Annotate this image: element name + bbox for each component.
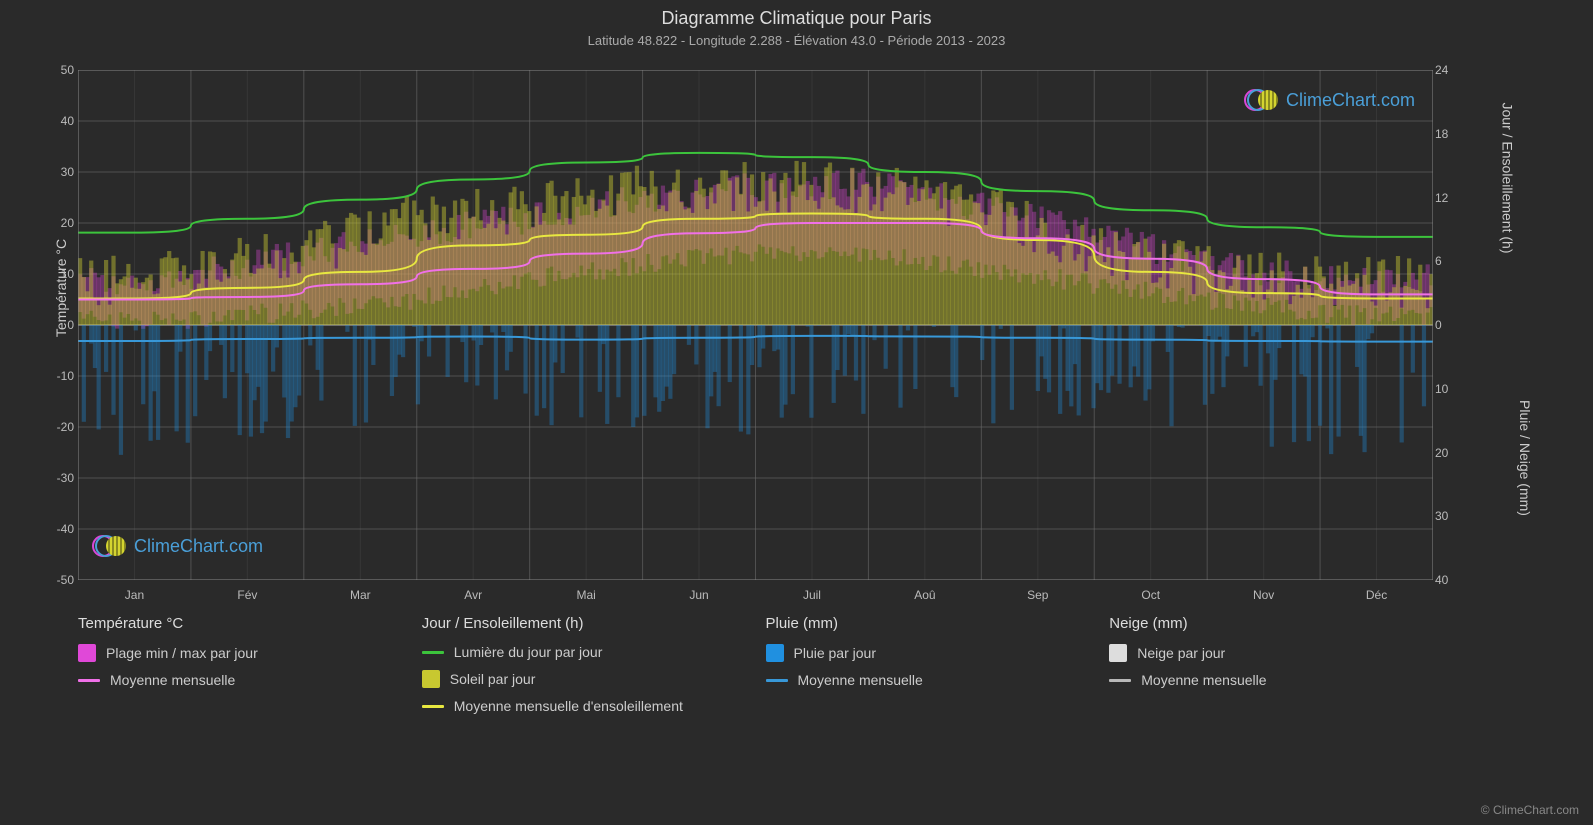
x-tick: Juil — [803, 588, 821, 602]
legend-group: Neige (mm) Neige par jour Moyenne mensuell… — [1109, 615, 1433, 724]
legend-item: Moyenne mensuelle — [78, 672, 402, 688]
legend-line-swatch — [422, 651, 444, 654]
legend-label: Moyenne mensuelle — [1141, 672, 1266, 688]
logo-icon — [92, 532, 128, 560]
x-tick: Sep — [1027, 588, 1048, 602]
y-axis-right-bottom-label: Pluie / Neige (mm) — [1517, 400, 1533, 516]
x-tick: Déc — [1366, 588, 1387, 602]
y-right-tick: 24 — [1435, 63, 1455, 77]
y-right-tick: 6 — [1435, 254, 1455, 268]
legend-item: Moyenne mensuelle — [1109, 672, 1433, 688]
legend-label: Plage min / max par jour — [106, 645, 258, 661]
legend-label: Moyenne mensuelle — [110, 672, 235, 688]
y-right-tick: 20 — [1435, 446, 1455, 460]
x-tick: Nov — [1253, 588, 1274, 602]
y-axis-right-top-label: Jour / Ensoleillement (h) — [1500, 103, 1516, 254]
y-left-tick: 30 — [48, 165, 74, 179]
x-tick: Jun — [689, 588, 708, 602]
legend-swatch — [766, 644, 784, 662]
legend-label: Neige par jour — [1137, 645, 1225, 661]
y-right-tick: 0 — [1435, 318, 1455, 332]
legend-header: Jour / Ensoleillement (h) — [422, 615, 746, 632]
y-right-tick: 30 — [1435, 509, 1455, 523]
legend-header: Température °C — [78, 615, 402, 632]
legend-item: Soleil par jour — [422, 670, 746, 688]
legend-label: Moyenne mensuelle d'ensoleillement — [454, 698, 683, 714]
x-tick: Jan — [125, 588, 144, 602]
y-left-tick: -50 — [48, 573, 74, 587]
legend-item: Pluie par jour — [766, 644, 1090, 662]
legend-item: Plage min / max par jour — [78, 644, 402, 662]
y-left-tick: 40 — [48, 114, 74, 128]
y-left-tick: 0 — [48, 318, 74, 332]
y-left-tick: -10 — [48, 369, 74, 383]
legend-item: Lumière du jour par jour — [422, 644, 746, 660]
legend-item: Moyenne mensuelle — [766, 672, 1090, 688]
y-right-tick: 12 — [1435, 191, 1455, 205]
chart-plot-area: JanFévMarAvrMaiJunJuilAoûSepOctNovDéc — [78, 70, 1433, 580]
legend-header: Neige (mm) — [1109, 615, 1433, 632]
x-tick: Avr — [464, 588, 482, 602]
x-tick: Mar — [350, 588, 371, 602]
x-tick: Mai — [576, 588, 595, 602]
logo-icon — [1244, 86, 1280, 114]
legend-group: Jour / Ensoleillement (h) Lumière du jour… — [422, 615, 746, 724]
y-left-tick: -20 — [48, 420, 74, 434]
y-left-tick: -40 — [48, 522, 74, 536]
legend-group: Pluie (mm) Pluie par jour Moyenne mensuell… — [766, 615, 1090, 724]
chart-subtitle: Latitude 48.822 - Longitude 2.288 - Élév… — [0, 29, 1593, 48]
logo-text: ClimeChart.com — [134, 536, 263, 557]
legend-swatch — [1109, 644, 1127, 662]
x-tick: Fév — [237, 588, 257, 602]
y-right-tick: 18 — [1435, 127, 1455, 141]
chart-title: Diagramme Climatique pour Paris — [0, 0, 1593, 29]
chart-svg — [78, 70, 1433, 580]
legend-label: Soleil par jour — [450, 671, 536, 687]
y-left-tick: 20 — [48, 216, 74, 230]
legend-group: Température °C Plage min / max par jour Mo… — [78, 615, 402, 724]
legend: Température °C Plage min / max par jour Mo… — [78, 615, 1433, 724]
legend-line-swatch — [422, 705, 444, 708]
logo-text: ClimeChart.com — [1286, 90, 1415, 111]
x-tick: Oct — [1141, 588, 1160, 602]
legend-label: Moyenne mensuelle — [798, 672, 923, 688]
y-left-tick: 50 — [48, 63, 74, 77]
legend-line-swatch — [78, 679, 100, 682]
y-right-tick: 10 — [1435, 382, 1455, 396]
y-left-tick: -30 — [48, 471, 74, 485]
legend-swatch — [78, 644, 96, 662]
y-right-tick: 40 — [1435, 573, 1455, 587]
legend-header: Pluie (mm) — [766, 615, 1090, 632]
legend-swatch — [422, 670, 440, 688]
copyright-text: © ClimeChart.com — [1481, 803, 1579, 817]
legend-item: Moyenne mensuelle d'ensoleillement — [422, 698, 746, 714]
legend-item: Neige par jour — [1109, 644, 1433, 662]
climechart-logo: ClimeChart.com — [92, 532, 263, 560]
legend-line-swatch — [1109, 679, 1131, 682]
climechart-logo: ClimeChart.com — [1244, 86, 1415, 114]
legend-label: Pluie par jour — [794, 645, 877, 661]
y-left-tick: 10 — [48, 267, 74, 281]
x-tick: Aoû — [914, 588, 935, 602]
legend-label: Lumière du jour par jour — [454, 644, 603, 660]
legend-line-swatch — [766, 679, 788, 682]
